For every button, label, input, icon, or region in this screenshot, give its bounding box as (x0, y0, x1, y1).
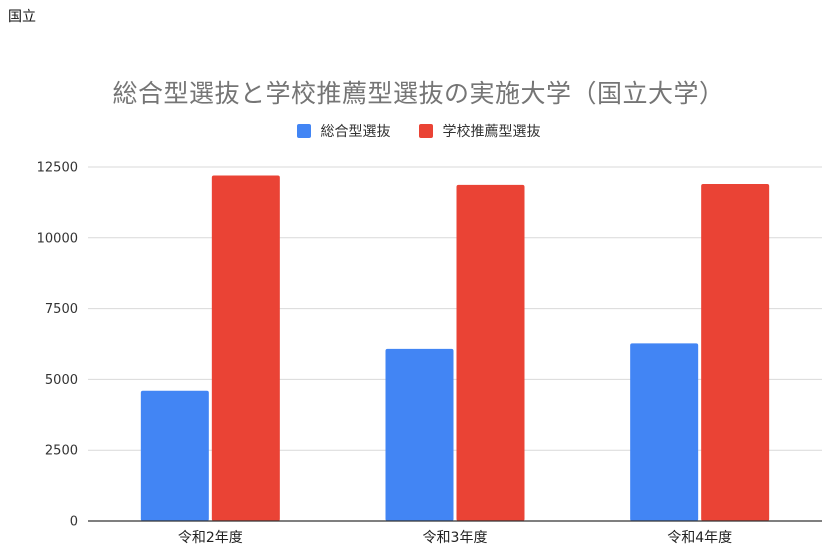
y-tick-label-1: 2500 (45, 444, 78, 459)
gridlines (88, 166, 822, 451)
bar-series-0-cat-2 (630, 343, 699, 521)
y-tick-label-3: 7500 (45, 302, 78, 317)
legend-label-series-0: 総合型選抜 (320, 124, 391, 140)
axes: 0 2500 5000 7500 10000 12500 令和2年度 令和3年度 令和4年度 (37, 161, 822, 546)
legend-label-series-1: 学校推薦型選抜 (442, 124, 541, 140)
page-label: 国立 (8, 9, 36, 25)
x-category-label-2: 令和4年度 (667, 530, 732, 546)
y-tick-label-0: 0 (70, 515, 78, 530)
x-category-label-0: 令和2年度 (178, 530, 243, 546)
bar-series-1-cat-2 (701, 183, 770, 521)
legend-item-series-0: 総合型選抜 (296, 121, 391, 141)
y-tick-label-4: 10000 (37, 231, 78, 246)
legend: 総合型選抜 学校推薦型選抜 (0, 121, 837, 141)
chart-title: 総合型選抜と学校推薦型選抜の実施大学（国立大学） (112, 79, 725, 108)
legend-swatch-series-0 (296, 124, 311, 138)
bar-series-0-cat-1 (385, 348, 454, 521)
y-tick-label-5: 12500 (37, 161, 78, 176)
bars (140, 175, 770, 521)
legend-item-series-1: 学校推薦型選抜 (418, 121, 541, 141)
y-tick-label-2: 5000 (45, 373, 78, 388)
bar-series-1-cat-0 (211, 175, 280, 521)
bar-series-0-cat-0 (140, 390, 209, 521)
x-category-label-1: 令和3年度 (423, 530, 488, 546)
legend-swatch-series-1 (418, 124, 433, 138)
bar-series-1-cat-1 (456, 184, 525, 521)
